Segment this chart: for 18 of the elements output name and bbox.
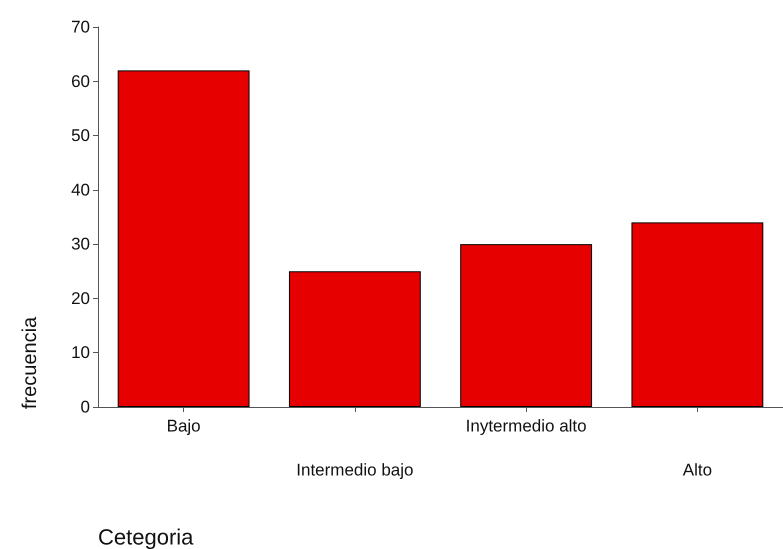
x-tick-label: Alto [682, 460, 712, 480]
y-axis-title: frecuencia [19, 316, 41, 410]
y-tick-label: 70 [71, 18, 90, 36]
bar [118, 70, 250, 407]
y-tick-label: 50 [71, 126, 90, 146]
x-tick-label: Intermedio bajo [296, 460, 414, 480]
y-tick-label: 0 [80, 398, 90, 416]
y-tick-label: 10 [71, 343, 90, 362]
y-tick-label: 60 [71, 72, 90, 91]
y-tick-label: 30 [71, 234, 90, 254]
bar [288, 271, 421, 407]
x-tick-label: Bajo [166, 416, 201, 436]
bar [460, 244, 592, 407]
bar [631, 222, 764, 407]
x-axis-title: Cetegoria [98, 524, 194, 549]
y-tick-label: 40 [71, 180, 90, 200]
y-tick-label: 20 [71, 288, 90, 308]
x-tick-label: Inytermedio alto [466, 416, 587, 436]
